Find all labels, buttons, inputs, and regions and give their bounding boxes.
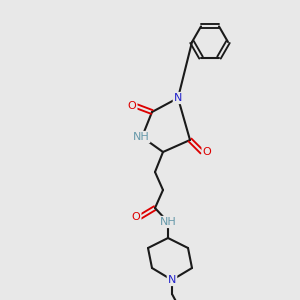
Text: N: N — [174, 93, 182, 103]
Text: O: O — [132, 212, 140, 222]
Text: NH: NH — [133, 132, 149, 142]
Text: N: N — [168, 275, 176, 285]
Text: NH: NH — [160, 217, 176, 227]
Text: O: O — [202, 147, 211, 157]
Text: O: O — [128, 101, 136, 111]
